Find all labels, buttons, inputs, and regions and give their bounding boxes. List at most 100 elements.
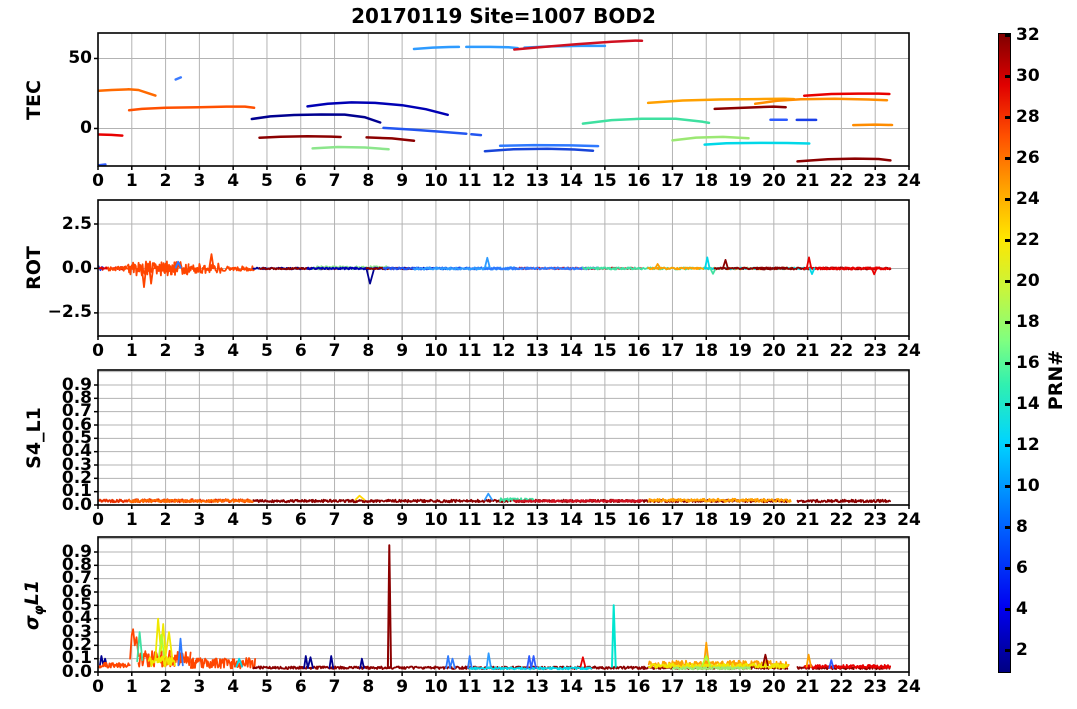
x-tick-label: 7 (328, 677, 341, 697)
x-tick-label: 4 (227, 510, 240, 530)
colorbar-tick-label: 8 (1016, 516, 1028, 537)
x-tick-label: 17 (660, 341, 685, 361)
x-tick-label: 3 (193, 510, 206, 530)
colorbar-tick-label: 12 (1016, 434, 1040, 455)
x-tick-label: 18 (694, 171, 719, 191)
colorbar-tick-mark (1005, 34, 1010, 37)
x-tick-label: 9 (396, 677, 409, 697)
x-tick-label: 16 (626, 677, 651, 697)
y-tick-label: 0.7 (61, 568, 92, 589)
x-tick-label: 5 (261, 341, 273, 361)
x-tick-label: 2 (159, 510, 172, 530)
x-tick-label: 21 (795, 341, 820, 361)
series-path (526, 655, 537, 669)
y-axis-label-TEC: TEC (23, 79, 45, 120)
colorbar-tick-label: 24 (1016, 188, 1040, 209)
y-axis-label-ROT: ROT (23, 246, 45, 290)
x-tick-label: 12 (491, 171, 516, 191)
series-path (177, 637, 184, 667)
series-path (465, 45, 519, 50)
series-path (468, 666, 593, 671)
x-tick-label: 13 (525, 171, 550, 191)
x-tick-label: 0 (92, 171, 104, 191)
x-tick-label: 19 (728, 510, 752, 530)
x-tick-label: 23 (863, 677, 888, 697)
x-tick-label: 11 (457, 171, 482, 191)
x-tick-label: 12 (491, 677, 516, 697)
series-path (512, 499, 643, 503)
y-tick-label: 0.2 (61, 634, 92, 655)
x-tick-label: 10 (424, 341, 448, 361)
colorbar-tick-mark (1005, 403, 1010, 406)
series-path (803, 664, 891, 670)
series-path (671, 135, 750, 142)
x-tick-label: 3 (193, 171, 206, 191)
plot-area-ROT (94, 199, 910, 340)
x-tick-label: 0 (92, 677, 104, 697)
y-tick-label: 0.9 (61, 541, 92, 562)
y-tick-label: 0.0 (61, 494, 92, 515)
series-path (713, 105, 787, 111)
y-tick-label: 0.8 (61, 554, 92, 575)
colorbar-tick-mark (1005, 321, 1010, 324)
series-path (141, 267, 147, 288)
x-tick-label: 16 (626, 510, 651, 530)
y-tick-label: −2.5 (47, 302, 92, 323)
series-path (365, 268, 375, 285)
plot-area-TEC (94, 32, 910, 170)
x-tick-label: 9 (396, 171, 409, 191)
x-tick-label: 18 (694, 510, 719, 530)
series-path (796, 157, 892, 163)
x-tick-label: 21 (795, 677, 820, 697)
series-path (470, 132, 483, 137)
series-path (484, 492, 493, 501)
panel-s4-l1: 0.9 0.8 0.7 0.6 0.5 0.4 0.3 0.2 0.1 0.0 0 1 2 3 4 5 6 7 8 9… (23, 369, 921, 529)
panel-sigma-phi-l1: 0.9 0.8 0.7 0.6 0.5 0.4 0.3 0.2 0.1 0.0 0 1 2 3 4 5 6 7 8 9… (21, 536, 921, 696)
series-path (647, 497, 792, 503)
colorbar-tick-label: 4 (1016, 598, 1028, 619)
series-path (483, 147, 595, 153)
y-tick-label: 0.9 (61, 374, 92, 395)
x-tick-label: 6 (294, 677, 307, 697)
series-path (445, 655, 456, 669)
colorbar-tick-mark (1005, 567, 1010, 570)
series-path (851, 123, 894, 127)
colorbar-tick-mark (1005, 608, 1010, 611)
series-path (382, 126, 468, 135)
colorbar-tick-label: 30 (1016, 65, 1040, 86)
y-tick-label: 50 (68, 47, 92, 68)
x-tick-label: 14 (559, 677, 583, 697)
y-axis-label-part: L1 (21, 579, 44, 605)
x-tick-label: 20 (761, 341, 786, 361)
series-path (703, 641, 710, 664)
series-path (148, 267, 154, 285)
series-path (762, 653, 769, 667)
series-path (97, 661, 131, 669)
y-tick-label: 0.4 (61, 441, 92, 462)
x-tick-label: 10 (424, 171, 448, 191)
series-path (647, 662, 789, 670)
series-path (386, 544, 392, 668)
series-path (107, 265, 128, 272)
x-tick-label: 13 (525, 341, 550, 361)
x-tick-label: 3 (193, 677, 206, 697)
series-path (579, 656, 587, 668)
x-tick-label: 14 (559, 171, 583, 191)
x-tick-label: 9 (396, 341, 409, 361)
x-tick-label: 11 (457, 341, 482, 361)
series-path (654, 263, 661, 269)
series-path (250, 113, 382, 124)
x-tick-label: 8 (362, 510, 375, 530)
series-path (870, 267, 878, 276)
x-tick-label: 3 (193, 341, 206, 361)
chart-title: 20170119 Site=1007 BOD2 (351, 4, 656, 28)
x-tick-label: 20 (761, 677, 786, 697)
x-tick-label: 10 (424, 677, 448, 697)
series-path (513, 39, 644, 51)
series-path (235, 657, 243, 668)
series-path (808, 267, 816, 275)
x-tick-label: 7 (328, 171, 341, 191)
series-path (303, 655, 314, 669)
x-tick-label: 4 (227, 171, 240, 191)
x-tick-label: 24 (897, 510, 921, 530)
